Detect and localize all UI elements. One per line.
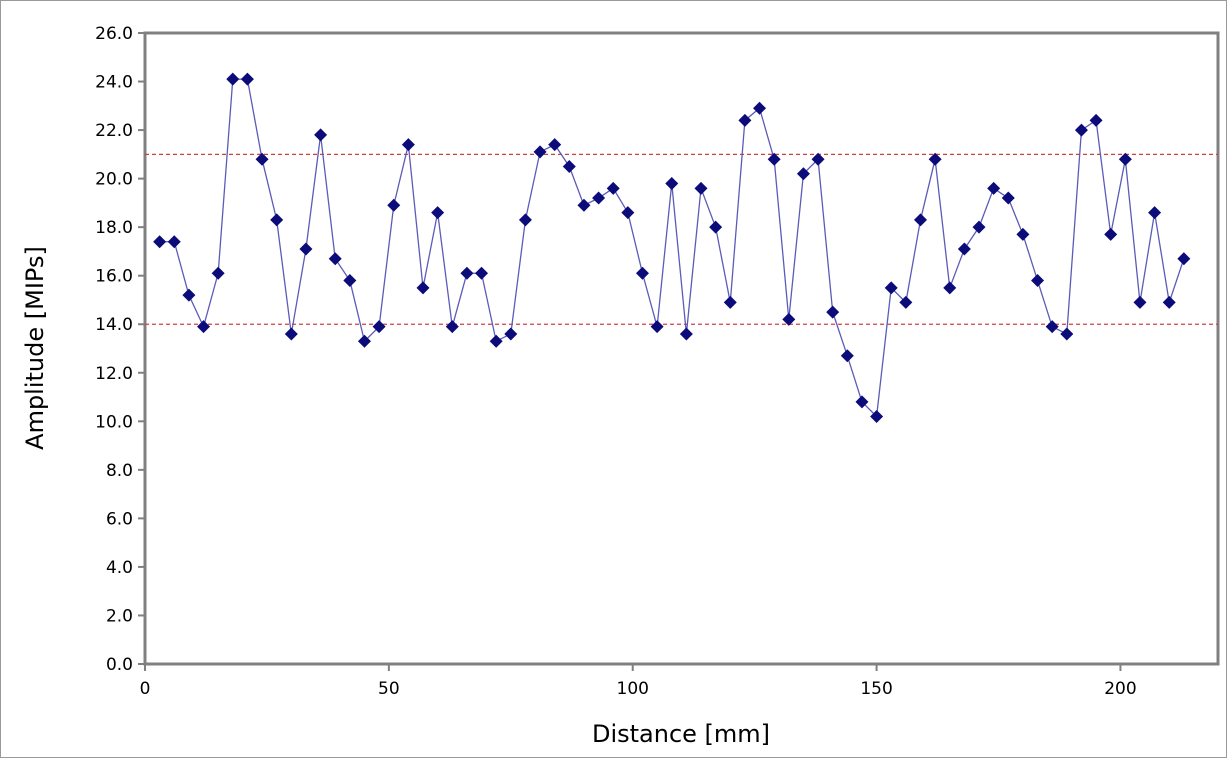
data-point-marker	[606, 181, 620, 195]
data-point-marker	[1045, 320, 1059, 334]
data-point-marker	[328, 252, 342, 266]
data-point-marker	[1118, 152, 1132, 166]
y-tick-label: 6.0	[106, 509, 133, 529]
data-point-marker	[533, 145, 547, 159]
data-point-marker	[679, 327, 693, 341]
data-point-marker	[518, 213, 532, 227]
data-point-marker	[972, 220, 986, 234]
data-point-marker	[753, 101, 767, 115]
data-point-marker	[153, 235, 167, 249]
data-point-marker	[299, 242, 313, 256]
data-point-marker	[270, 213, 284, 227]
y-tick-label: 26.0	[95, 24, 133, 44]
data-point-marker	[1001, 191, 1015, 205]
data-point-marker	[343, 274, 357, 288]
data-point-marker	[870, 409, 884, 423]
data-point-marker	[372, 320, 386, 334]
data-point-marker	[475, 266, 489, 280]
data-point-marker	[1133, 295, 1147, 309]
y-axis-title: Amplitude [MIPs]	[21, 246, 49, 450]
data-point-marker	[211, 266, 225, 280]
y-tick-label: 20.0	[95, 170, 133, 190]
data-point-marker	[621, 206, 635, 220]
data-point-marker	[197, 320, 211, 334]
data-point-marker	[357, 334, 371, 348]
data-point-marker	[431, 206, 445, 220]
data-point-marker	[987, 181, 1001, 195]
data-point-marker	[840, 349, 854, 363]
data-point-marker	[1089, 113, 1103, 127]
data-point-marker	[782, 312, 796, 326]
data-point-marker	[592, 191, 606, 205]
x-tick-label: 100	[617, 679, 649, 699]
x-tick-label: 150	[860, 679, 892, 699]
data-point-marker	[1031, 274, 1045, 288]
x-axis-title: Distance [mm]	[592, 720, 770, 748]
data-point-marker	[445, 320, 459, 334]
data-point-marker	[709, 220, 723, 234]
x-tick-label: 0	[140, 679, 151, 699]
data-series	[153, 72, 1191, 423]
data-point-marker	[226, 72, 240, 86]
data-point-marker	[548, 138, 562, 152]
data-point-marker	[562, 159, 576, 173]
data-point-marker	[240, 72, 254, 86]
data-point-marker	[928, 152, 942, 166]
data-point-marker	[489, 334, 503, 348]
data-point-marker	[899, 295, 913, 309]
data-point-marker	[460, 266, 474, 280]
plot-area	[143, 31, 1220, 666]
data-point-marker	[694, 181, 708, 195]
data-point-marker	[767, 152, 781, 166]
y-tick-label: 0.0	[106, 655, 133, 675]
data-point-marker	[401, 138, 415, 152]
data-point-marker	[416, 281, 430, 295]
y-tick-label: 2.0	[106, 606, 133, 626]
data-point-marker	[943, 281, 957, 295]
data-point-marker	[1162, 295, 1176, 309]
y-axis-ticks: 0.0 2.0 4.0 6.0 8.0 10.0 12.0 14.0 16.0 18.0 20.0 2…	[95, 24, 145, 675]
x-axis-ticks: 0 50 100 150 200	[140, 664, 1137, 699]
data-point-marker	[255, 152, 269, 166]
data-point-marker	[1060, 327, 1074, 341]
data-point-marker	[811, 152, 825, 166]
data-point-marker	[635, 266, 649, 280]
y-tick-label: 18.0	[95, 218, 133, 238]
reference-lines	[145, 153, 1218, 325]
data-point-marker	[650, 320, 664, 334]
data-point-marker	[504, 327, 518, 341]
data-point-marker	[796, 167, 810, 181]
data-point-marker	[913, 213, 927, 227]
data-point-marker	[167, 235, 181, 249]
y-tick-label: 8.0	[106, 461, 133, 481]
data-point-marker	[1074, 123, 1088, 137]
y-tick-label: 22.0	[95, 121, 133, 141]
x-tick-label: 200	[1104, 679, 1136, 699]
data-point-marker	[1177, 252, 1191, 266]
data-point-marker	[1148, 206, 1162, 220]
data-point-marker	[387, 198, 401, 212]
data-point-marker	[957, 242, 971, 256]
x-tick-label: 50	[378, 679, 400, 699]
data-point-marker	[738, 113, 752, 127]
y-tick-label: 10.0	[95, 412, 133, 432]
y-tick-label: 12.0	[95, 364, 133, 384]
data-point-marker	[884, 281, 898, 295]
data-point-marker	[826, 305, 840, 319]
data-point-marker	[182, 288, 196, 302]
data-point-marker	[1016, 227, 1030, 241]
y-tick-label: 14.0	[95, 315, 133, 335]
data-point-marker	[723, 295, 737, 309]
y-tick-label: 4.0	[106, 558, 133, 578]
data-point-marker	[577, 198, 591, 212]
data-point-marker	[284, 327, 298, 341]
data-point-marker	[1104, 227, 1118, 241]
y-tick-label: 24.0	[95, 73, 133, 93]
data-point-marker	[314, 128, 328, 142]
data-point-marker	[665, 176, 679, 190]
data-point-marker	[855, 395, 869, 409]
y-tick-label: 16.0	[95, 267, 133, 287]
